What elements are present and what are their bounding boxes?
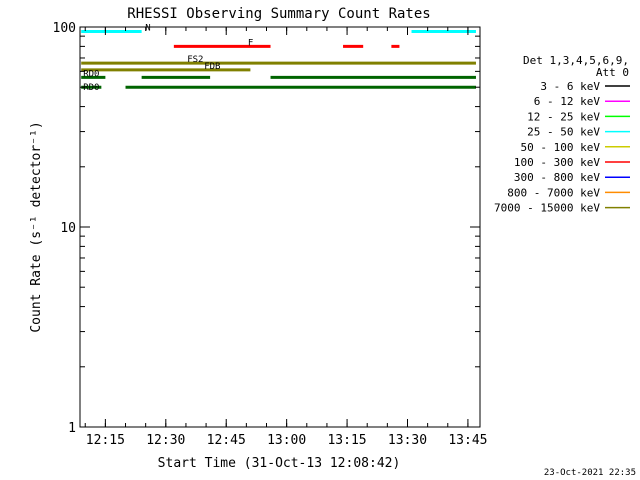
flag-label: RD0 <box>83 69 99 79</box>
legend-header: Att 0 <box>596 66 629 79</box>
flag-label: N <box>145 23 150 33</box>
legend-entry: 7000 - 15000 keV <box>494 202 600 215</box>
legend-entry: 300 - 800 keV <box>514 171 600 184</box>
flag-label: F <box>248 38 253 48</box>
x-tick-label: 13:45 <box>448 433 487 448</box>
legend-entry: 800 - 7000 keV <box>507 186 600 199</box>
legend: Det 1,3,4,5,6,9,Att 03 - 6 keV 6 - 12 keV… <box>494 54 630 215</box>
y-axis-label: Count Rate (s⁻¹ detector⁻¹) <box>29 121 44 332</box>
axis-layer: 12:15 12:30 12:45 13:00 13:15 13:30 13:45 1 10 10… <box>53 21 488 448</box>
timestamp: 23-Oct-2021 22:35 <box>544 468 636 478</box>
flag-label: RD0 <box>83 83 99 93</box>
x-tick-label: 12:45 <box>207 433 246 448</box>
legend-entry: 3 - 6 keV <box>540 80 600 93</box>
x-axis-label: Start Time (31-Oct-13 12:08:42) <box>158 456 401 471</box>
flag-label: FS2 <box>187 55 203 65</box>
legend-entry: 25 - 50 keV <box>527 126 600 139</box>
legend-entry: 6 - 12 keV <box>534 95 601 108</box>
legend-entry: 100 - 300 keV <box>514 156 600 169</box>
legend-header: Det 1,3,4,5,6,9, <box>523 54 629 67</box>
y-tick-label: 1 <box>68 421 76 436</box>
x-tick-label: 13:00 <box>267 433 306 448</box>
x-tick-label: 12:15 <box>86 433 125 448</box>
flag-label: FDB <box>204 62 220 72</box>
chart-title: RHESSI Observing Summary Count Rates <box>127 6 430 22</box>
x-tick-label: 13:15 <box>327 433 366 448</box>
x-tick-label: 13:30 <box>388 433 427 448</box>
legend-entry: 12 - 25 keV <box>527 110 600 123</box>
y-tick-label: 100 <box>53 21 76 36</box>
y-tick-label: 10 <box>60 221 76 236</box>
legend-entry: 50 - 100 keV <box>521 141 601 154</box>
x-tick-label: 12:30 <box>146 433 185 448</box>
